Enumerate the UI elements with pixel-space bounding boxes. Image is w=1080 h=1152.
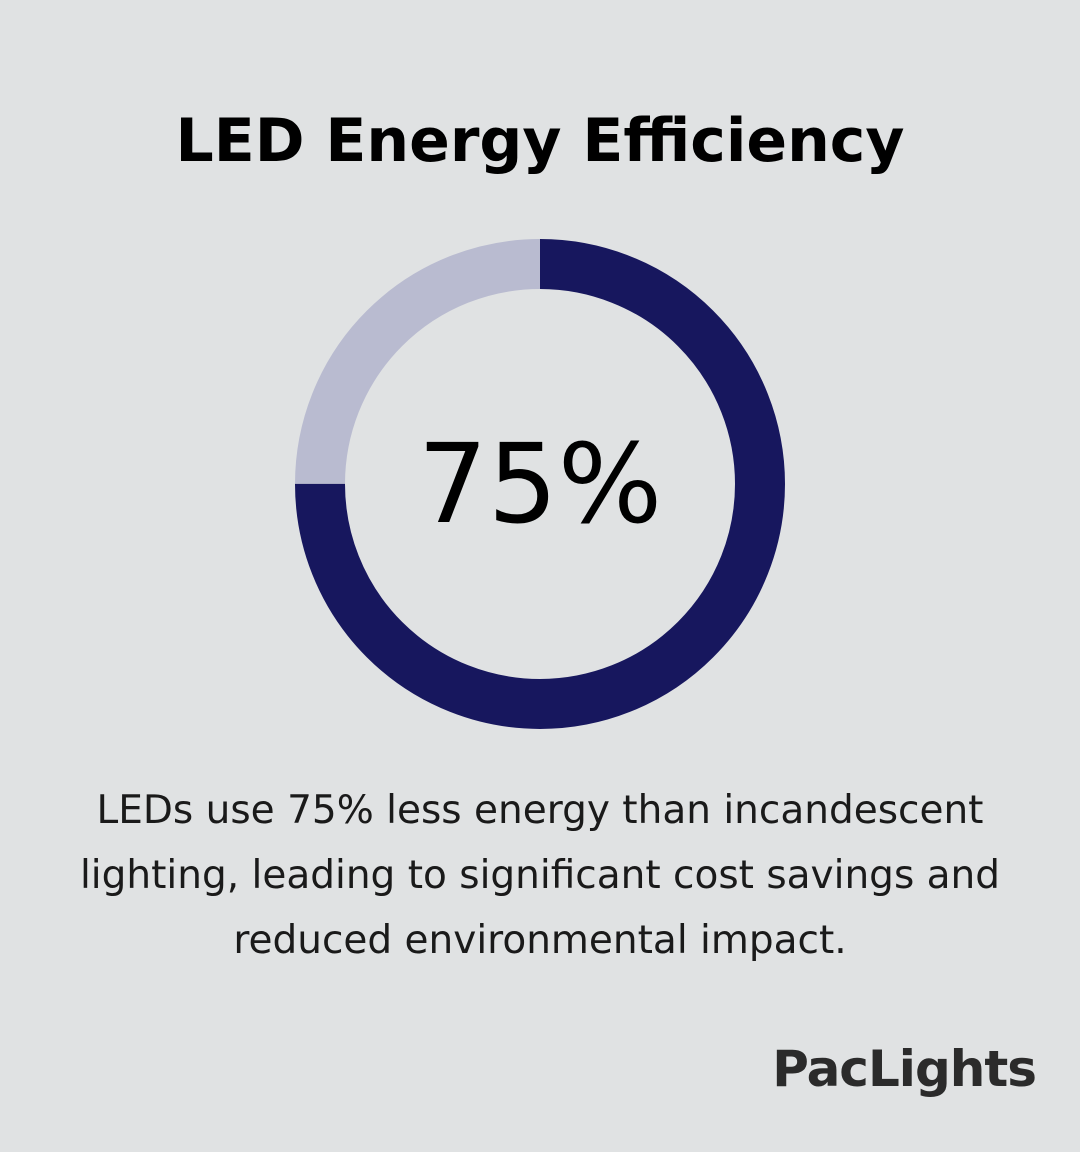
description-text: LEDs use 75% less energy than incandesce…	[79, 788, 1001, 963]
donut-chart: 75%	[295, 239, 785, 729]
donut-segment-primary	[295, 239, 785, 729]
donut-center-value: 75%	[418, 420, 663, 548]
paclights-logo: PacLights	[772, 1040, 1037, 1098]
page-title: LED Energy Efficiency	[175, 106, 905, 176]
